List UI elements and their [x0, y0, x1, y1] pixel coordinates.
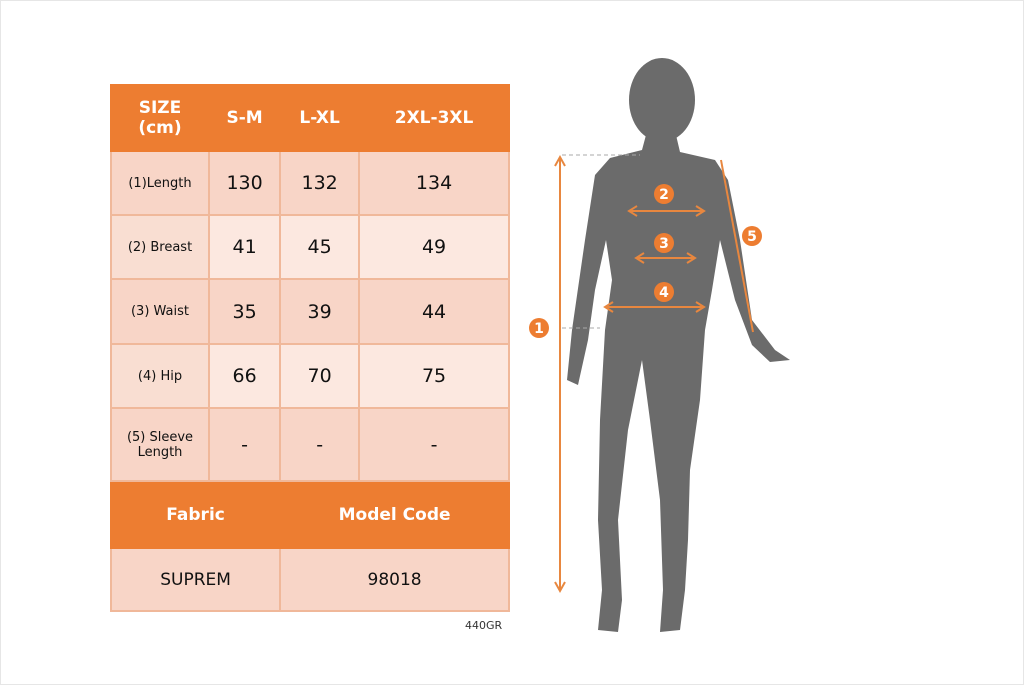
cell: 130 — [207, 150, 282, 216]
measure-lines — [554, 154, 754, 594]
marker-3 — [654, 233, 674, 253]
marker-label: 5 — [747, 229, 757, 245]
cell: 66 — [207, 343, 282, 409]
table-row: (1)Length 130 132 134 — [110, 150, 510, 216]
row-label: (2) Breast — [110, 214, 210, 280]
cell: 41 — [207, 214, 282, 280]
cell: 75 — [358, 343, 510, 409]
fabric-value: SUPREM — [109, 547, 282, 612]
table-row: (4) Hip 66 70 75 — [110, 343, 510, 409]
marker-label: 3 — [659, 236, 669, 252]
guide-lines — [562, 154, 640, 329]
model-code-value: 98018 — [279, 547, 510, 612]
silhouette — [567, 58, 790, 632]
marker-2 — [654, 184, 674, 204]
size-table: SIZE (cm) S-M L-XL 2XL-3XL (1)Length 130 … — [109, 84, 510, 612]
cell: 35 — [207, 278, 282, 345]
cell: 49 — [358, 214, 510, 280]
table-row: (2) Breast 41 45 49 — [110, 214, 510, 280]
table-row: (5) Sleeve Length - - - — [110, 407, 510, 482]
size-header: SIZE (cm) — [110, 84, 210, 152]
row-label: (1)Length — [110, 150, 210, 216]
marker-label: 2 — [659, 187, 669, 203]
marker-label: 1 — [534, 321, 544, 337]
row-label: (3) Waist — [110, 278, 210, 345]
col-header: L-XL — [279, 84, 361, 152]
fabric-header: Fabric — [109, 480, 282, 549]
marker-4 — [654, 282, 674, 302]
table-row: (3) Waist 35 39 44 — [110, 278, 510, 345]
marker-label: 4 — [659, 285, 669, 301]
marker-1 — [529, 318, 549, 338]
cell: - — [207, 407, 282, 482]
cell: 132 — [279, 150, 361, 216]
markers: 1 2 3 4 5 — [529, 184, 762, 338]
marker-5 — [742, 226, 762, 246]
model-code-header: Model Code — [279, 480, 510, 549]
row-label: (5) Sleeve Length — [110, 407, 210, 482]
cell: - — [279, 407, 361, 482]
row-label: (4) Hip — [110, 343, 210, 409]
col-header: S-M — [207, 84, 282, 152]
col-header: 2XL-3XL — [358, 84, 510, 152]
cell: 45 — [279, 214, 361, 280]
cell: 39 — [279, 278, 361, 345]
code-note: 440GR — [465, 619, 503, 632]
cell: 70 — [279, 343, 361, 409]
cell: - — [358, 407, 510, 482]
cell: 44 — [358, 278, 510, 345]
cell: 134 — [358, 150, 510, 216]
